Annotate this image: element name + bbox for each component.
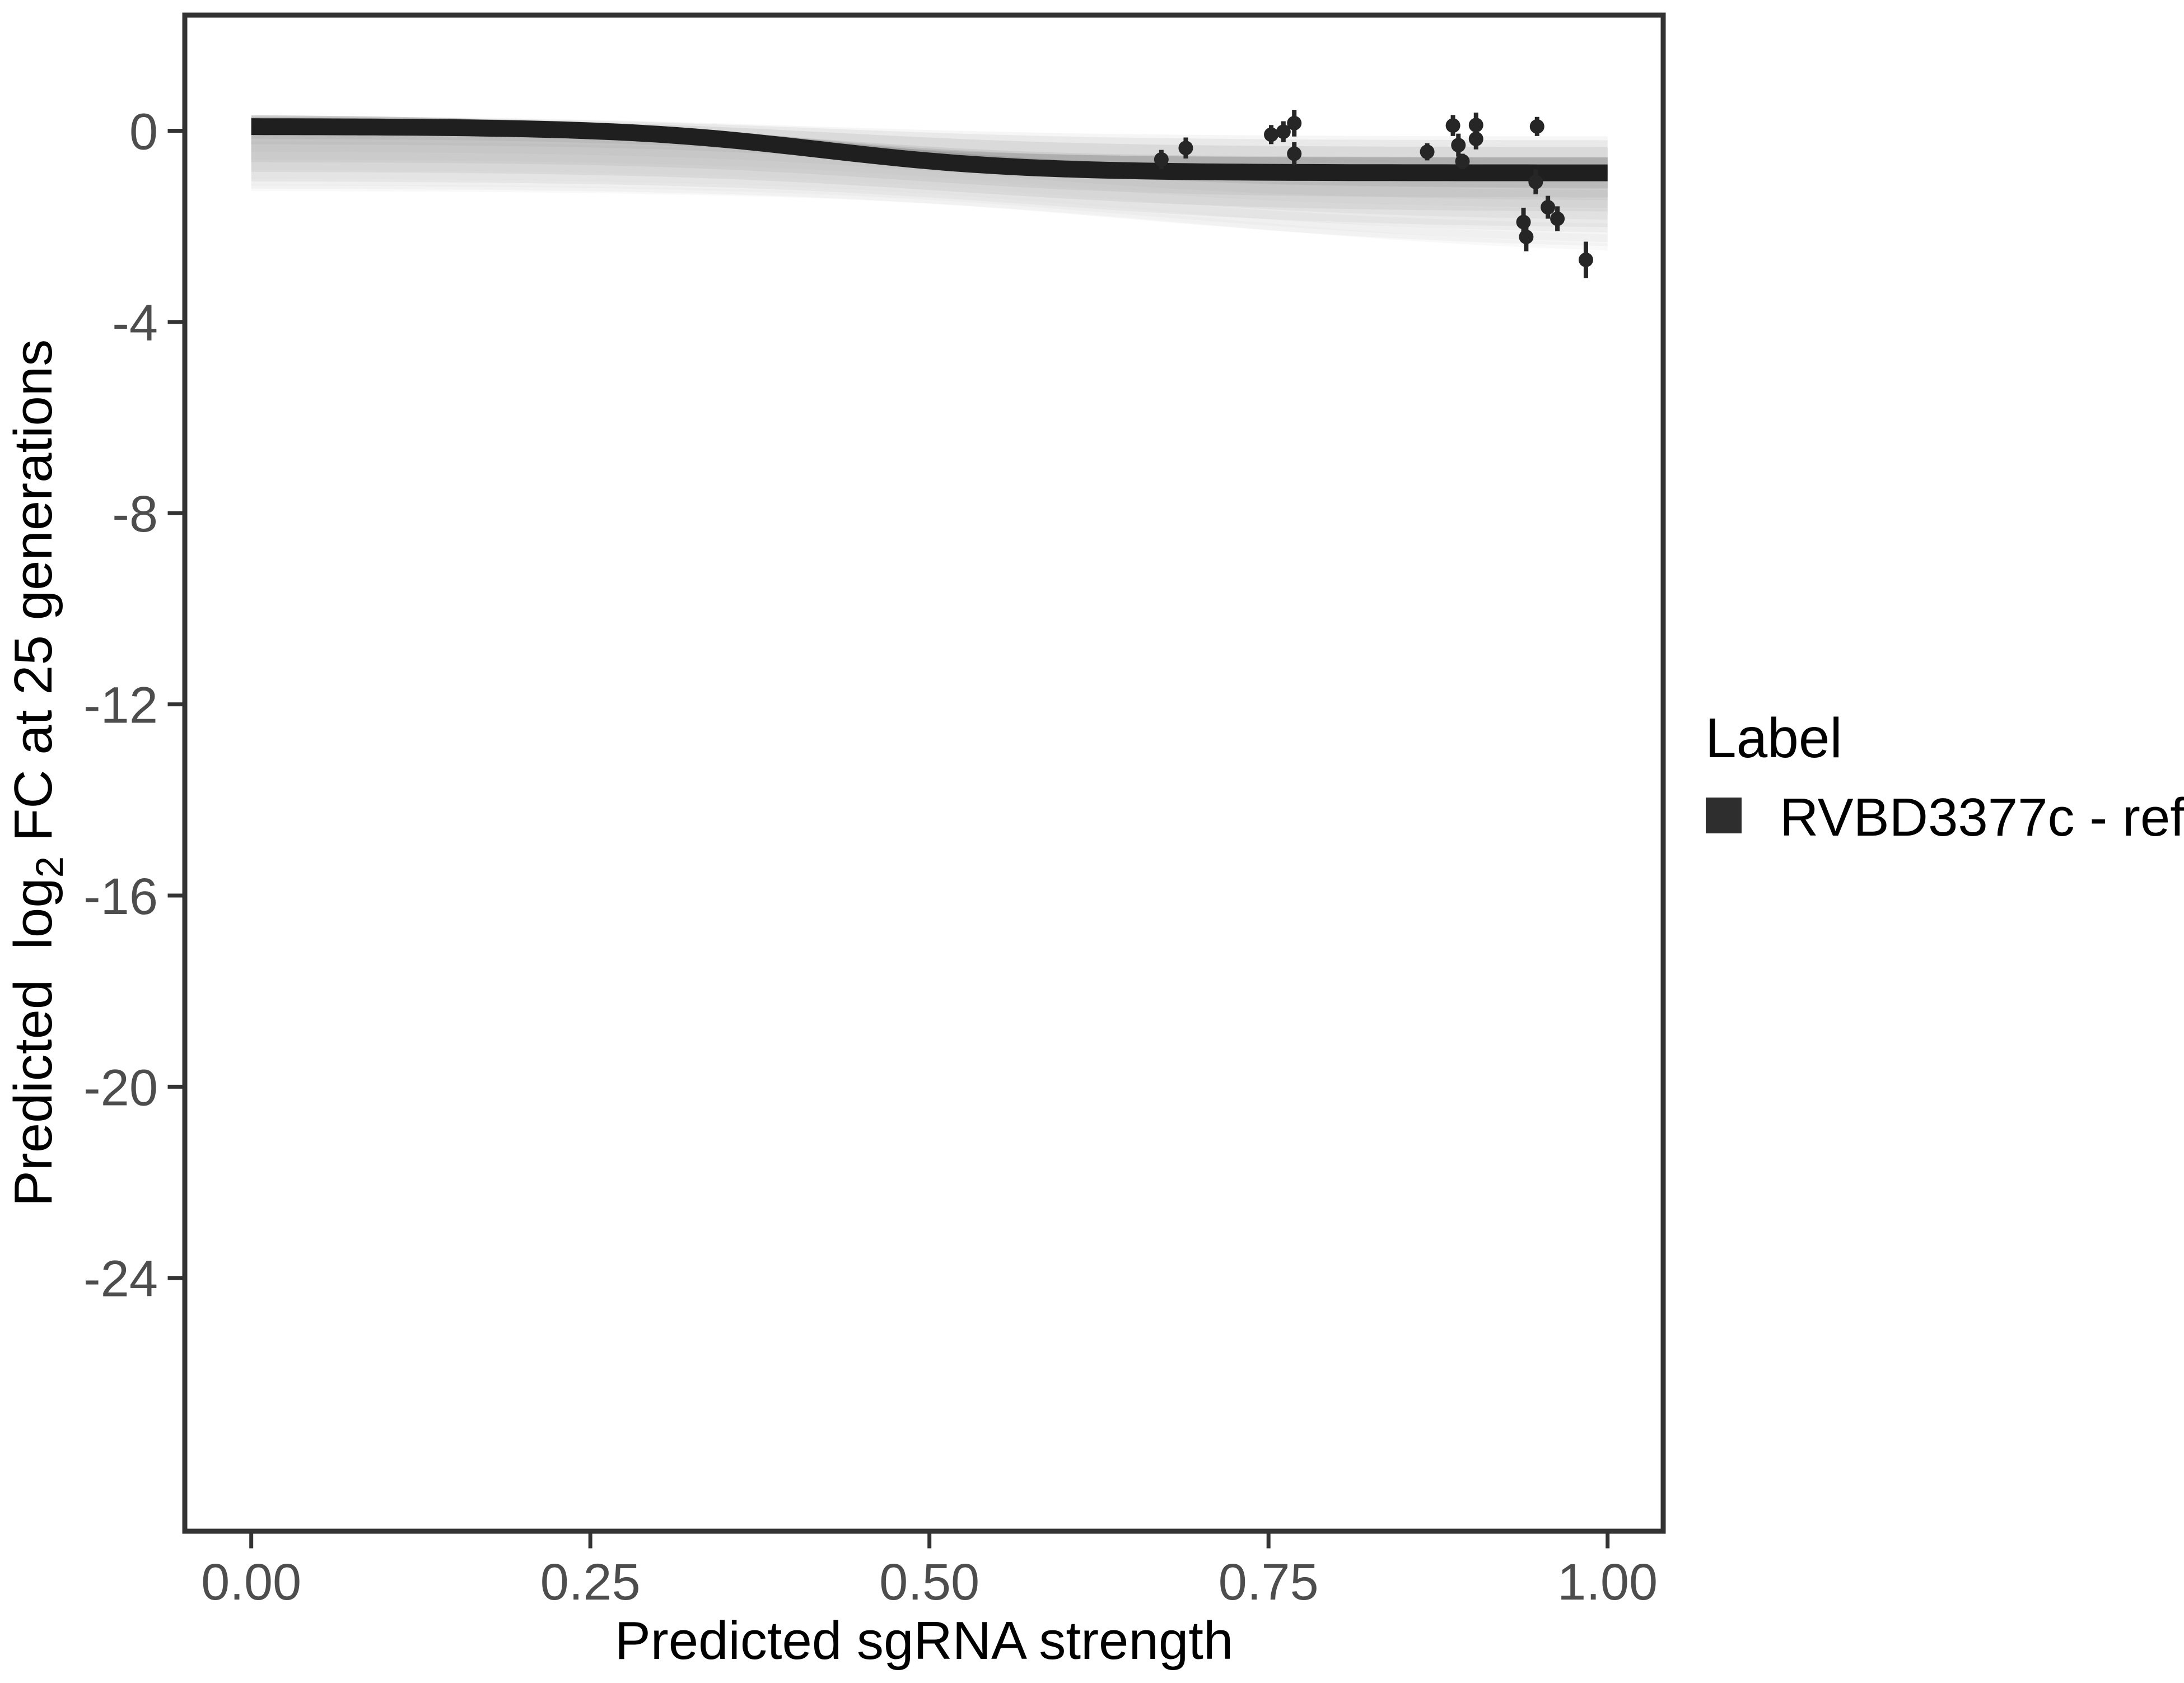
data-point <box>1541 195 1556 219</box>
point-marker <box>1529 119 1544 134</box>
x-tick-label: 1.00 <box>1557 1554 1658 1611</box>
y-tick-label: -24 <box>83 1251 158 1308</box>
y-tick-label: -12 <box>83 677 158 734</box>
data-point <box>1578 241 1593 278</box>
point-marker <box>1287 146 1302 161</box>
legend-key-swatch <box>1706 798 1742 833</box>
fit-line <box>251 118 1608 181</box>
data-point <box>1468 128 1483 150</box>
x-tick-label: 0.75 <box>1219 1554 1319 1611</box>
point-marker <box>1519 229 1534 244</box>
posterior-draw-line <box>251 178 1608 243</box>
point-marker <box>1178 141 1193 156</box>
point-marker <box>1468 132 1483 147</box>
legend-title: Label <box>1705 707 1842 770</box>
data-point <box>1550 206 1565 231</box>
y-tick-label: 0 <box>129 104 158 161</box>
posterior-draw-line <box>251 170 1608 233</box>
legend-item-label: RVBD3377c - ref <box>1780 787 2184 847</box>
data-point <box>1528 169 1543 195</box>
point-marker <box>1516 215 1531 230</box>
x-axis-title: Predicted sgRNA strength <box>615 1611 1234 1671</box>
data-point <box>1287 109 1302 137</box>
data-point <box>1529 116 1544 136</box>
point-marker <box>1154 152 1169 167</box>
point-marker <box>1420 144 1435 160</box>
point-marker <box>1468 118 1483 133</box>
posterior-draw-line <box>251 184 1608 251</box>
posterior-draw-line <box>251 151 1608 208</box>
point-marker <box>1287 115 1302 130</box>
y-tick-label: -4 <box>112 295 158 352</box>
uncertainty-ribbon <box>251 115 1608 246</box>
fit-line-path <box>251 118 1608 181</box>
y-tick-label: -20 <box>83 1059 158 1116</box>
data-point <box>1519 222 1534 251</box>
y-tick-label: -16 <box>83 868 158 925</box>
x-tick-label: 0.00 <box>201 1554 301 1611</box>
point-marker <box>1528 174 1543 189</box>
data-point <box>1451 133 1466 157</box>
point-marker <box>1445 118 1460 133</box>
data-point <box>1420 143 1435 161</box>
data-point <box>1264 125 1279 144</box>
point-marker <box>1541 200 1556 215</box>
x-axis-ticks: 0.00 0.25 0.50 0.75 1.00 <box>201 1533 1658 1611</box>
x-tick-label: 0.25 <box>540 1554 641 1611</box>
point-marker <box>1276 124 1291 139</box>
legend: Label RVBD3377c - ref <box>1705 707 2184 847</box>
data-point <box>1445 115 1460 136</box>
point-marker <box>1550 211 1565 226</box>
data-point <box>1455 153 1470 169</box>
point-marker <box>1578 252 1593 267</box>
data-points <box>1154 109 1593 278</box>
y-axis-ticks: 0 -4 -8 -12 -16 -20 -24 <box>83 104 183 1308</box>
point-marker <box>1451 138 1466 153</box>
data-point <box>1178 137 1193 159</box>
posterior-draw-line <box>251 160 1608 220</box>
data-point <box>1154 150 1169 169</box>
y-tick-label: -8 <box>112 486 158 543</box>
point-marker <box>1264 127 1279 142</box>
data-point <box>1287 142 1302 165</box>
x-tick-label: 0.50 <box>879 1554 979 1611</box>
panel-border <box>182 12 1666 1534</box>
point-marker <box>1455 154 1470 169</box>
y-axis-title: Predicted log2 FC at 25 generations <box>3 339 71 1207</box>
data-point <box>1276 121 1291 143</box>
uncertainty-ribbon <box>251 116 1608 227</box>
